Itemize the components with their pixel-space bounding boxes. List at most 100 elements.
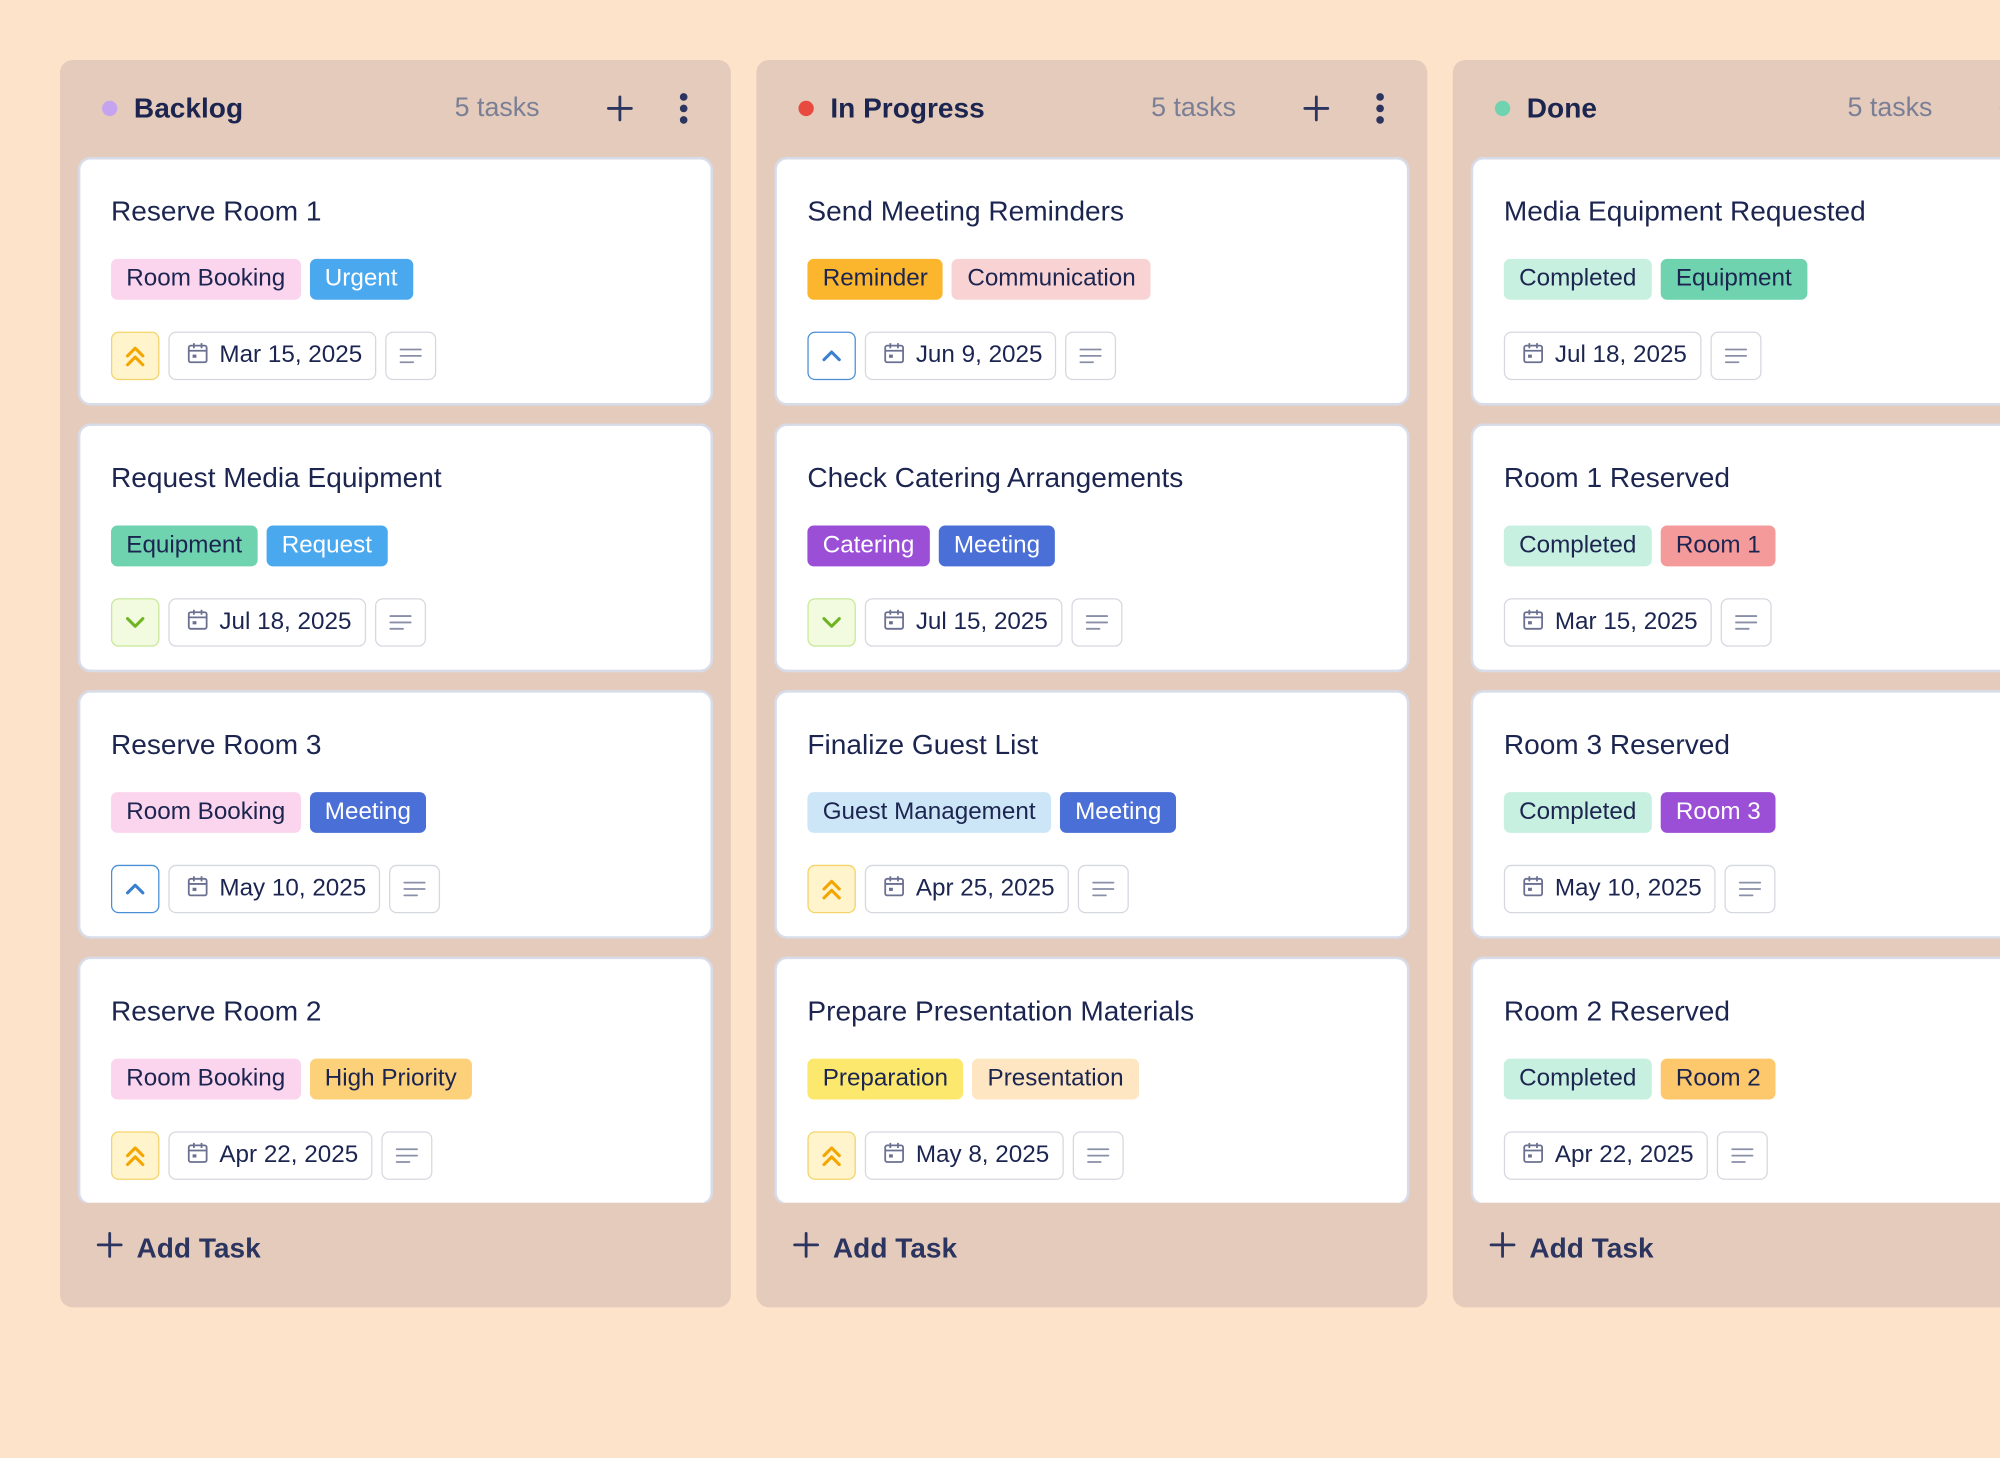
tag: Equipment xyxy=(1660,258,1808,300)
task-title: Request Media Equipment xyxy=(110,461,442,494)
priority-icon xyxy=(110,1131,160,1180)
task-card[interactable]: Reserve Room 3 Room Booking Meeting May 10,… xyxy=(77,690,714,939)
notes-button[interactable] xyxy=(389,864,441,914)
calendar-icon xyxy=(187,874,208,903)
due-date[interactable]: Apr 22, 2025 xyxy=(1503,1131,1708,1180)
column-header: Backlog 5 tasks xyxy=(60,60,731,157)
tag-list: Catering Meeting xyxy=(807,525,1376,567)
tag: Completed xyxy=(1503,792,1652,833)
add-button[interactable] xyxy=(1300,92,1333,125)
tag: High Priority xyxy=(309,1058,473,1100)
notes-button[interactable] xyxy=(1070,598,1122,647)
task-title: Room 1 Reserved xyxy=(1503,461,1730,494)
add-task-button[interactable]: Add Task xyxy=(792,1231,957,1267)
notes-button[interactable] xyxy=(1716,1131,1768,1180)
calendar-icon xyxy=(884,341,904,370)
tag: Room 2 xyxy=(1660,1058,1777,1100)
due-date[interactable]: Jul 15, 2025 xyxy=(864,598,1062,647)
card-footer: Mar 15, 2025 xyxy=(110,331,680,381)
notes-button[interactable] xyxy=(1724,864,1776,914)
add-task-button[interactable]: Add Task xyxy=(1489,1231,1654,1267)
due-date[interactable]: Apr 25, 2025 xyxy=(864,864,1069,914)
notes-button[interactable] xyxy=(1720,598,1772,647)
task-card[interactable]: Room 3 Reserved Completed Room 3 May 10, 20… xyxy=(1470,690,2000,939)
card-footer: Jul 18, 2025 xyxy=(110,598,680,647)
notes-button[interactable] xyxy=(385,331,437,381)
task-card[interactable]: Finalize Guest List Guest Management Meeti… xyxy=(774,690,1410,939)
calendar-icon xyxy=(884,874,904,903)
plus-icon xyxy=(96,1231,124,1267)
tag: Completed xyxy=(1503,258,1652,300)
add-task-button[interactable]: Add Task xyxy=(96,1231,261,1267)
calendar-icon xyxy=(187,341,208,370)
card-footer: May 8, 2025 xyxy=(807,1131,1376,1180)
calendar-icon xyxy=(1523,1141,1543,1170)
column-title: Backlog xyxy=(133,91,244,124)
task-card[interactable]: Room 2 Reserved Completed Room 2 Apr 22, 20… xyxy=(1470,956,2000,1203)
more-button[interactable] xyxy=(1364,92,1397,125)
due-date[interactable]: Mar 15, 2025 xyxy=(1503,598,1712,647)
column-header: Done 5 tasks xyxy=(1453,60,2000,157)
due-date[interactable]: Mar 15, 2025 xyxy=(168,331,377,381)
calendar-icon xyxy=(1523,608,1543,637)
date-text: Jul 18, 2025 xyxy=(1554,341,1687,369)
column-title: Done xyxy=(1526,91,1597,124)
tag: Room Booking xyxy=(110,792,301,833)
task-card[interactable]: Reserve Room 2 Room Booking High Priority A… xyxy=(77,956,714,1203)
status-dot xyxy=(102,100,118,117)
due-date[interactable]: May 10, 2025 xyxy=(1503,864,1716,914)
due-date[interactable]: May 10, 2025 xyxy=(168,864,381,914)
notes-button[interactable] xyxy=(1072,1131,1124,1180)
task-card[interactable]: Check Catering Arrangements Catering Meeti… xyxy=(774,423,1410,673)
priority-icon xyxy=(110,864,160,914)
more-button[interactable] xyxy=(667,92,700,125)
due-date[interactable]: Jun 9, 2025 xyxy=(864,331,1057,381)
task-title: Reserve Room 1 xyxy=(110,195,322,228)
tag-list: Room Booking High Priority xyxy=(110,1058,680,1100)
task-card[interactable]: Room 1 Reserved Completed Room 1 Mar 15, 20… xyxy=(1470,423,2000,673)
tag: Room 3 xyxy=(1660,792,1777,833)
add-button[interactable] xyxy=(1996,92,2000,125)
calendar-icon xyxy=(1523,341,1543,370)
task-card[interactable]: Request Media Equipment Equipment Request J… xyxy=(77,423,714,673)
add-button[interactable] xyxy=(603,92,636,125)
tag-list: Equipment Request xyxy=(110,525,680,567)
tag: Meeting xyxy=(938,525,1056,567)
tag: Meeting xyxy=(309,792,427,833)
priority-icon xyxy=(807,331,856,381)
due-date[interactable]: Jul 18, 2025 xyxy=(168,598,366,647)
notes-button[interactable] xyxy=(1077,864,1129,914)
tag-list: Room Booking Urgent xyxy=(110,258,680,300)
notes-button[interactable] xyxy=(374,598,426,647)
due-date[interactable]: May 8, 2025 xyxy=(864,1131,1064,1180)
tag-list: Room Booking Meeting xyxy=(110,792,680,833)
notes-button[interactable] xyxy=(1065,331,1117,381)
card-footer: Jul 18, 2025 xyxy=(1503,331,2000,381)
priority-icon xyxy=(110,331,160,381)
notes-button[interactable] xyxy=(381,1131,433,1180)
tag: Room Booking xyxy=(110,258,301,300)
tag: Catering xyxy=(807,525,930,567)
task-title: Prepare Presentation Materials xyxy=(807,994,1195,1027)
task-card[interactable]: Prepare Presentation Materials Preparatio… xyxy=(774,956,1410,1203)
add-task-label: Add Task xyxy=(832,1232,958,1265)
calendar-icon xyxy=(1523,874,1543,903)
task-card[interactable]: Send Meeting Reminders Reminder Communicat… xyxy=(774,156,1410,406)
calendar-icon xyxy=(187,608,208,637)
tag-list: Completed Room 1 xyxy=(1503,525,2000,567)
board: Backlog 5 tasks Reserve Room 1 Room Booking… xyxy=(59,59,2000,1308)
column-title: In Progress xyxy=(830,91,985,124)
task-card[interactable]: Media Equipment Requested Completed Equipm… xyxy=(1470,156,2000,406)
due-date[interactable]: Jul 18, 2025 xyxy=(1503,331,1701,381)
add-task-label: Add Task xyxy=(1529,1232,1654,1265)
notes-button[interactable] xyxy=(1709,331,1761,381)
task-count: 5 tasks xyxy=(1847,93,1933,123)
card-list: Reserve Room 1 Room Booking Urgent Mar 15, … xyxy=(77,156,714,1203)
tag: Communication xyxy=(952,258,1151,300)
tag: Request xyxy=(266,525,388,567)
task-card[interactable]: Reserve Room 1 Room Booking Urgent Mar 15, … xyxy=(77,156,714,406)
tag: Room Booking xyxy=(110,1058,301,1100)
task-title: Media Equipment Requested xyxy=(1503,195,1866,228)
due-date[interactable]: Apr 22, 2025 xyxy=(168,1131,373,1180)
